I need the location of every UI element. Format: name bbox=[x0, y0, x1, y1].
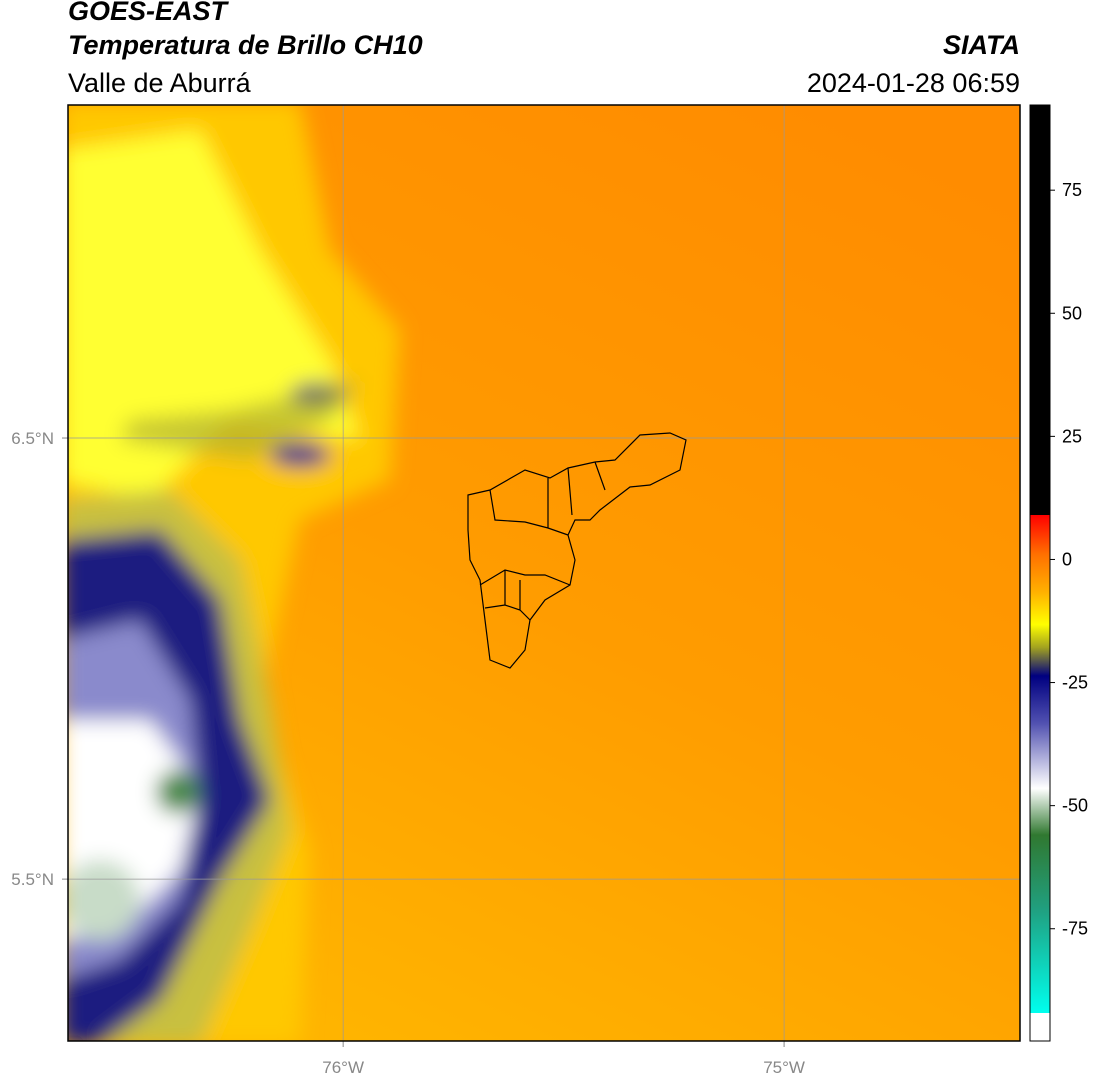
title: GOES-EAST bbox=[68, 0, 230, 26]
colorbar-tick-label: -25 bbox=[1062, 673, 1088, 693]
municipality-outlines bbox=[467, 432, 687, 669]
colorbar-tick-label: 50 bbox=[1062, 303, 1082, 323]
x-tick-label: 75°W bbox=[763, 1058, 805, 1077]
colorbar-tick-label: -75 bbox=[1062, 919, 1088, 939]
x-tick-label: 76°W bbox=[322, 1058, 364, 1077]
satellite-image bbox=[68, 105, 1020, 1041]
colorbar-tick-label: 75 bbox=[1062, 180, 1082, 200]
timestamp: 2024-01-28 06:59 bbox=[807, 68, 1020, 98]
source: SIATA bbox=[943, 30, 1020, 60]
colorbar-ticks: 75 50 25 0 -25 -50 -75 bbox=[1050, 180, 1088, 939]
y-tick-label: 6.5°N bbox=[11, 429, 54, 448]
colorbar-tick-label: 0 bbox=[1062, 549, 1072, 569]
colorbar bbox=[1029, 104, 1051, 1042]
y-tick-label: 5.5°N bbox=[11, 870, 54, 889]
colorbar-tick-label: -50 bbox=[1062, 796, 1088, 816]
region: Valle de Aburrá bbox=[68, 68, 252, 98]
subtitle: Temperatura de Brillo CH10 bbox=[68, 30, 423, 60]
graticule: 76°W 75°W 6.5°N 5.5°N bbox=[11, 105, 1020, 1077]
colorbar-tick-label: 25 bbox=[1062, 426, 1082, 446]
map-frame bbox=[67, 104, 1021, 1042]
